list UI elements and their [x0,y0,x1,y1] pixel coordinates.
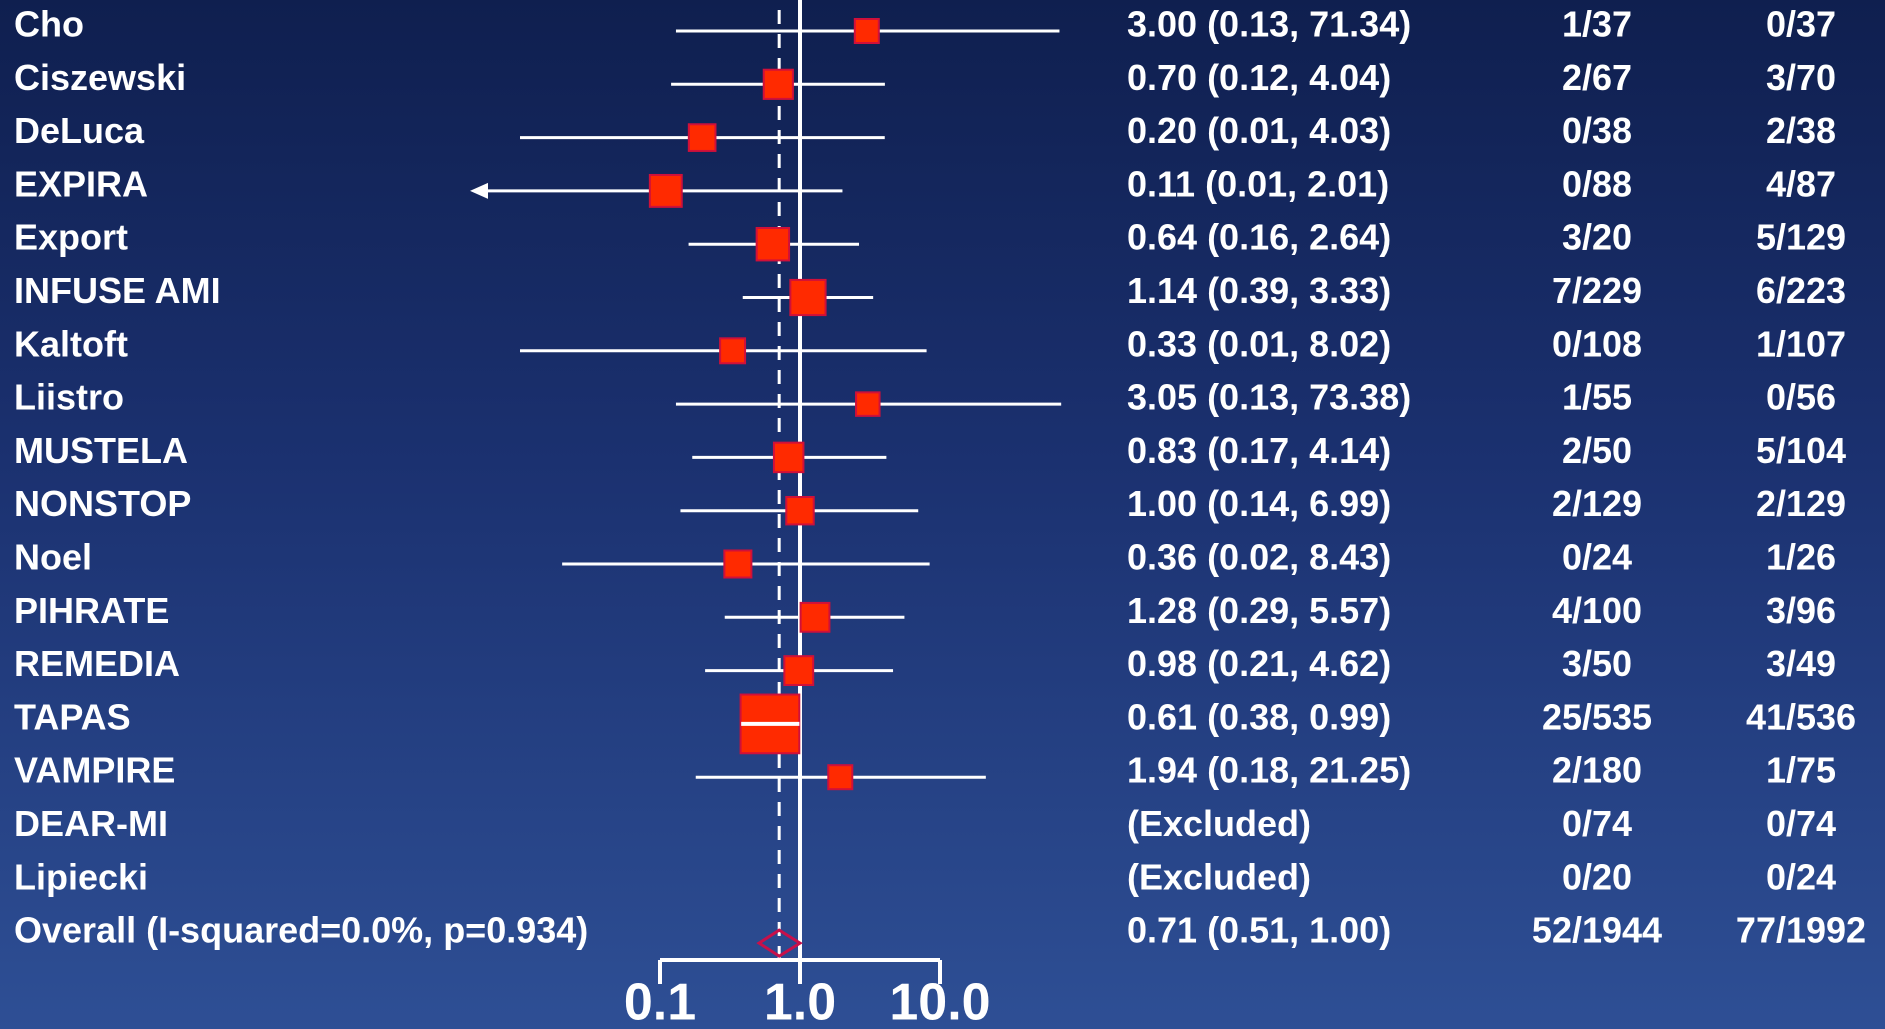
events-b: 1/26 [1766,537,1836,578]
events-a: 0/74 [1562,803,1632,844]
ci-text: 1.00 (0.14, 6.99) [1127,483,1391,524]
events-b: 5/129 [1756,217,1846,258]
events-b: 0/56 [1766,377,1836,418]
events-a: 3/20 [1562,217,1632,258]
events-a: 0/20 [1562,856,1632,897]
overall-ci-text: 0.71 (0.51, 1.00) [1127,910,1391,951]
events-a: 0/108 [1552,323,1642,364]
ci-text: 0.61 (0.38, 0.99) [1127,696,1391,737]
ci-text: 0.64 (0.16, 2.64) [1127,217,1391,258]
events-b: 3/70 [1766,57,1836,98]
study-label: PIHRATE [14,590,169,631]
point-estimate-marker [755,226,791,262]
point-estimate-marker [723,549,753,579]
overall-diamond [756,928,803,958]
ci-text: 1.28 (0.29, 5.57) [1127,590,1391,631]
study-label: DeLuca [14,110,145,151]
events-b: 6/223 [1756,270,1846,311]
ci-text: 1.94 (0.18, 21.25) [1127,750,1411,791]
events-a: 1/37 [1562,4,1632,45]
events-a: 2/180 [1552,750,1642,791]
study-label: MUSTELA [14,430,188,471]
events-a: 1/55 [1562,377,1632,418]
study-label: EXPIRA [14,163,148,204]
ci-text: 0.11 (0.01, 2.01) [1127,163,1389,204]
ci-text: (Excluded) [1127,803,1311,844]
events-b: 4/87 [1766,163,1836,204]
events-b: 0/24 [1766,856,1836,897]
events-b: 2/129 [1756,483,1846,524]
events-a: 2/50 [1562,430,1632,471]
events-b: 0/74 [1766,803,1836,844]
point-estimate-marker [762,68,794,100]
study-label: Lipiecki [14,856,148,897]
study-label: TAPAS [14,696,131,737]
events-a: 0/24 [1562,537,1632,578]
events-b: 3/49 [1766,643,1836,684]
overall-events-a: 52/1944 [1532,910,1662,951]
x-tick-label: 10.0 [889,974,990,1029]
events-a: 2/67 [1562,57,1632,98]
point-estimate-marker [789,278,827,317]
events-a: 2/129 [1552,483,1642,524]
events-a: 4/100 [1552,590,1642,631]
study-label: Noel [14,537,92,578]
study-label: NONSTOP [14,483,191,524]
study-label: Export [14,217,128,258]
ci-text: 0.98 (0.21, 4.62) [1127,643,1391,684]
events-a: 0/88 [1562,163,1632,204]
point-estimate-marker [855,391,881,417]
ci-text: (Excluded) [1127,856,1311,897]
ci-text: 1.14 (0.39, 3.33) [1127,270,1391,311]
events-b: 3/96 [1766,590,1836,631]
overall-label: Overall (I-squared=0.0%, p=0.934) [14,910,588,951]
point-estimate-marker [853,18,880,44]
point-estimate-marker [785,495,815,526]
study-label: VAMPIRE [14,750,175,791]
ci-text: 3.05 (0.13, 73.38) [1127,377,1411,418]
study-label: Kaltoft [14,323,128,364]
events-a: 25/535 [1542,696,1652,737]
point-estimate-marker [648,173,683,208]
ci-text: 3.00 (0.13, 71.34) [1127,4,1411,45]
events-b: 1/75 [1766,750,1836,791]
study-label: REMEDIA [14,643,180,684]
point-estimate-marker [772,441,805,474]
point-estimate-marker [799,601,831,633]
events-a: 7/229 [1552,270,1642,311]
events-b: 2/38 [1766,110,1836,151]
ci-arrow-left [470,182,488,199]
ci-text: 0.33 (0.01, 8.02) [1127,323,1391,364]
ci-text: 0.83 (0.17, 4.14) [1127,430,1391,471]
events-a: 0/38 [1562,110,1632,151]
point-estimate-marker [687,123,717,152]
ci-text: 0.70 (0.12, 4.04) [1127,57,1391,98]
study-label: Cho [14,4,84,45]
ci-text: 0.20 (0.01, 4.03) [1127,110,1391,151]
events-a: 3/50 [1562,643,1632,684]
point-estimate-marker [719,337,747,365]
events-b: 0/37 [1766,4,1836,45]
events-b: 1/107 [1756,323,1846,364]
overall-events-b: 77/1992 [1736,910,1866,951]
ci-text: 0.36 (0.02, 8.43) [1127,537,1391,578]
events-b: 5/104 [1756,430,1846,471]
events-b: 41/536 [1746,696,1856,737]
x-tick-label: 0.1 [624,974,696,1029]
study-label: Ciszewski [14,57,186,98]
study-label: INFUSE AMI [14,270,221,311]
study-label: DEAR-MI [14,803,168,844]
point-estimate-marker [783,655,815,687]
study-label: Liistro [14,377,124,418]
point-estimate-marker [827,764,854,791]
x-tick-label: 1.0 [764,974,836,1029]
